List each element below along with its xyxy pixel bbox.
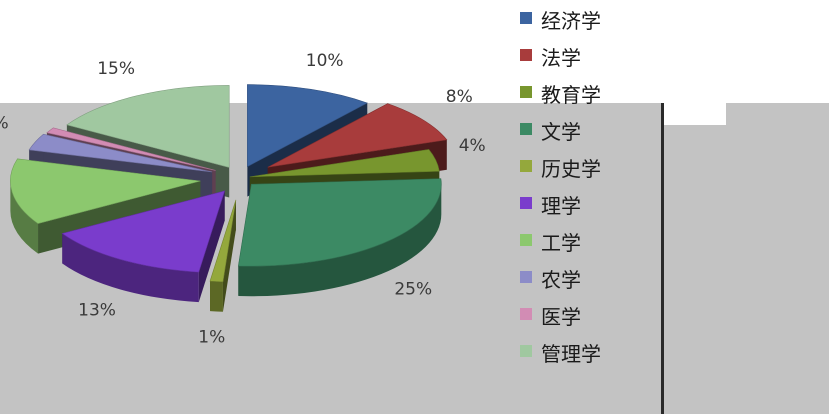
legend-swatch [520, 308, 532, 320]
slice-rim [62, 233, 199, 303]
slice-rim [10, 180, 39, 254]
legend-swatch [520, 12, 532, 24]
data-label-5: 13% [78, 301, 116, 321]
data-label-4: 1% [198, 328, 225, 348]
legend-label: 医学 [541, 305, 581, 329]
data-labels: 10%8%4%25%1%13%12%3%15% [0, 51, 486, 348]
slice-top [61, 190, 226, 273]
panel-divider-cap [664, 103, 726, 125]
legend-label: 工学 [541, 231, 581, 255]
slice-top [267, 103, 448, 168]
slice-top [249, 149, 440, 178]
panel-divider [661, 103, 664, 414]
slice-top [247, 84, 369, 168]
slice-top [237, 178, 442, 267]
legend-label: 管理学 [541, 342, 601, 366]
legend-swatch [520, 123, 532, 135]
legend-label: 文学 [541, 120, 581, 144]
legend-label: 理学 [541, 194, 581, 218]
data-label-0: 10% [306, 51, 344, 71]
slice-top [28, 133, 213, 173]
slice-top [66, 85, 230, 168]
legend-swatch [520, 345, 532, 357]
slice-rim [210, 281, 223, 312]
pie-slices [10, 84, 448, 312]
legend-item-8: 医学 [520, 305, 581, 329]
legend-item-5: 理学 [520, 194, 581, 218]
legend-item-1: 法学 [520, 46, 581, 70]
legend-item-2: 教育学 [520, 83, 601, 107]
legend-swatch [520, 49, 532, 61]
slice-rim [238, 184, 442, 297]
legend-item-0: 经济学 [520, 9, 601, 33]
legend-swatch [520, 86, 532, 98]
legend-item-3: 文学 [520, 120, 581, 144]
legend-label: 经济学 [541, 9, 601, 33]
data-label-2: 4% [459, 136, 486, 156]
slice-top [209, 199, 237, 283]
pie-slice-5 [61, 190, 226, 303]
legend-swatch [520, 160, 532, 172]
legend-swatch [520, 197, 532, 209]
slice-top [46, 127, 216, 171]
data-label-1: 8% [446, 87, 473, 107]
legend-item-4: 历史学 [520, 157, 601, 181]
legend-label: 历史学 [541, 157, 601, 181]
legend-item-6: 工学 [520, 231, 581, 255]
data-label-7: 3% [0, 114, 9, 134]
pie-slice-4 [209, 199, 237, 312]
legend-swatch [520, 271, 532, 283]
legend-item-7: 农学 [520, 268, 581, 292]
legend-label: 农学 [541, 268, 581, 292]
legend-item-9: 管理学 [520, 342, 601, 366]
legend-label: 教育学 [541, 83, 601, 107]
legend-label: 法学 [541, 46, 581, 70]
data-label-3: 25% [394, 280, 432, 300]
legend-swatch [520, 234, 532, 246]
data-label-9: 15% [97, 59, 135, 79]
pie-slice-3 [237, 178, 442, 297]
slice-top [10, 158, 201, 224]
